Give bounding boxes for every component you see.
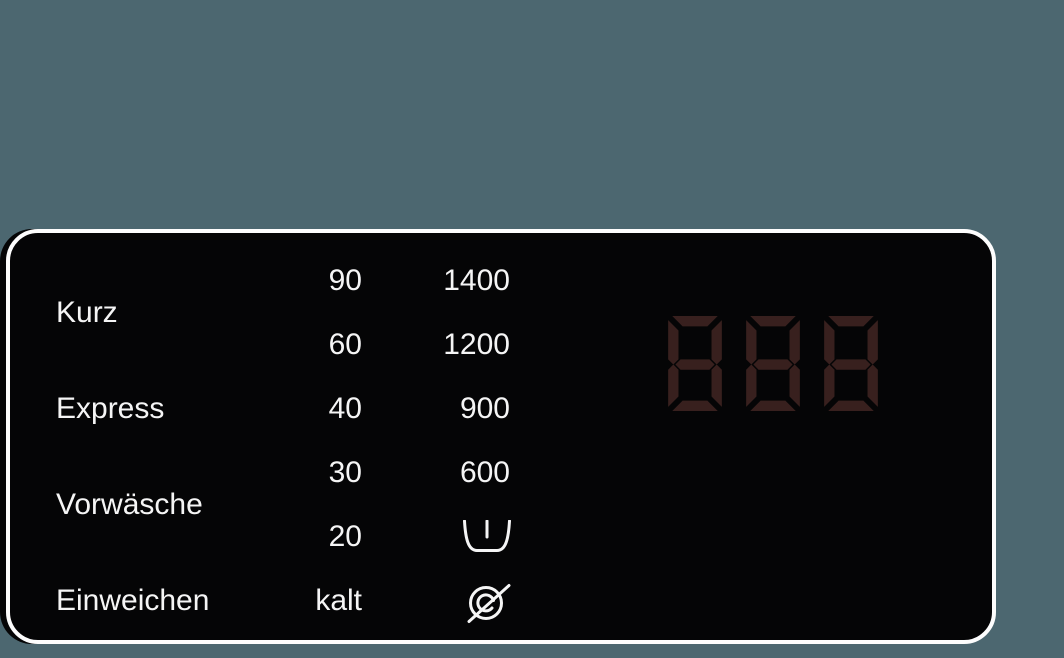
program-option-express[interactable]: Express bbox=[56, 392, 165, 425]
spin-option-600[interactable]: 600 bbox=[459, 456, 510, 489]
seven-segment-digit bbox=[668, 316, 722, 411]
no-spin-icon[interactable] bbox=[464, 579, 514, 625]
temperature-option-kalt[interactable]: kalt bbox=[315, 584, 362, 617]
temperature-option-60[interactable]: 60 bbox=[328, 328, 362, 361]
temperature-option-30[interactable]: 30 bbox=[328, 456, 362, 489]
spin-option-900[interactable]: 900 bbox=[459, 392, 510, 425]
spin-option-1400[interactable]: 1400 bbox=[443, 264, 510, 297]
seven-segment-digit bbox=[746, 316, 800, 411]
temperature-option-90[interactable]: 90 bbox=[328, 264, 362, 297]
washing-machine-control-panel: Kurz Express Vorwäsche Einweichen 90 60 … bbox=[6, 229, 996, 644]
program-option-kurz[interactable]: Kurz bbox=[56, 296, 118, 329]
program-option-vorwaesche[interactable]: Vorwäsche bbox=[56, 488, 203, 521]
temperature-option-40[interactable]: 40 bbox=[328, 392, 362, 425]
seven-segment-display bbox=[668, 316, 878, 411]
spin-option-1200[interactable]: 1200 bbox=[443, 328, 510, 361]
temperature-option-20[interactable]: 20 bbox=[328, 520, 362, 553]
seven-segment-digit bbox=[824, 316, 878, 411]
program-option-einweichen[interactable]: Einweichen bbox=[56, 584, 210, 617]
wash-tub-icon[interactable] bbox=[462, 520, 512, 553]
